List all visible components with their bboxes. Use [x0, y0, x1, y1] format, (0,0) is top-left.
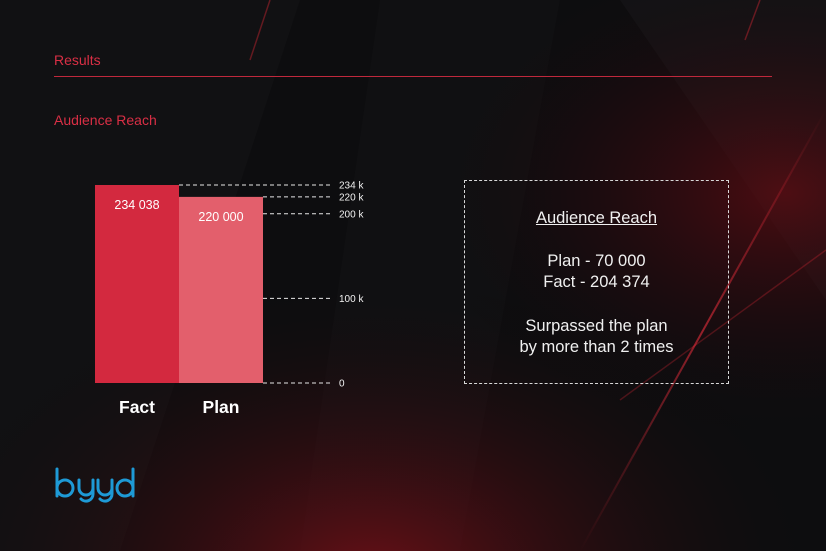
y-tick-label: 100 k	[339, 294, 364, 305]
summary-heading: Audience Reach	[535, 209, 658, 227]
bar-plan	[179, 196, 263, 383]
summary-fact-line: Fact - 204 374	[543, 273, 650, 291]
summary-conclusion-line-1: Surpassed the plan	[525, 317, 668, 335]
summary-plan-line: Plan - 70 000	[547, 252, 646, 270]
y-tick-label: 0	[339, 379, 345, 390]
x-category-label: Fact	[119, 397, 155, 417]
y-tick-label: 234 k	[339, 181, 364, 192]
y-tick-label: 220 k	[339, 192, 364, 203]
data-label: 234 038	[114, 198, 159, 212]
data-label: 220 000	[198, 210, 243, 224]
summary-conclusion-line-2: by more than 2 times	[519, 338, 674, 356]
byyd-logo-icon: byyd	[55, 467, 135, 503]
section-divider	[54, 76, 772, 77]
chart-subtitle: Audience Reach	[54, 112, 157, 128]
section-title: Results	[54, 52, 101, 68]
summary-box: Audience Reach Plan - 70 000 Fact - 204 …	[464, 180, 729, 384]
x-category-label: Plan	[203, 397, 240, 417]
bar-fact	[95, 185, 179, 383]
y-tick-label: 200 k	[339, 209, 364, 220]
